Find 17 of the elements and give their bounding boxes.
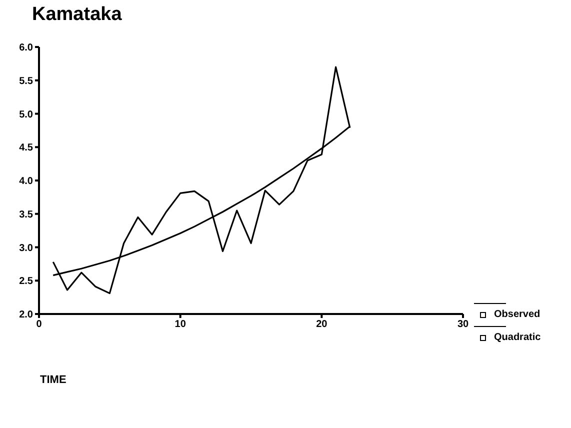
legend-label: Quadratic: [494, 332, 541, 343]
legend-label: Observed: [494, 309, 540, 320]
x-tick-label: 20: [316, 319, 328, 330]
x-tick-label: 0: [36, 319, 42, 330]
y-tick-label: 5.5: [19, 76, 34, 87]
x-tick-label: 10: [174, 319, 186, 330]
chart-title: Kamataka: [32, 4, 122, 26]
x-axis-title: TIME: [40, 374, 66, 386]
y-tick-label: 3.0: [19, 242, 34, 254]
y-tick-label: 2.5: [19, 276, 34, 288]
x-tick-label: 30: [457, 319, 469, 330]
y-tick-label: 2.0: [19, 310, 34, 321]
y-tick-label: 4.0: [19, 176, 34, 188]
y-tick-label: 6.0: [19, 42, 34, 54]
y-tick-label: 3.5: [19, 209, 34, 220]
y-tick-label: 4.5: [19, 142, 34, 154]
y-tick-label: 5.0: [19, 109, 34, 120]
